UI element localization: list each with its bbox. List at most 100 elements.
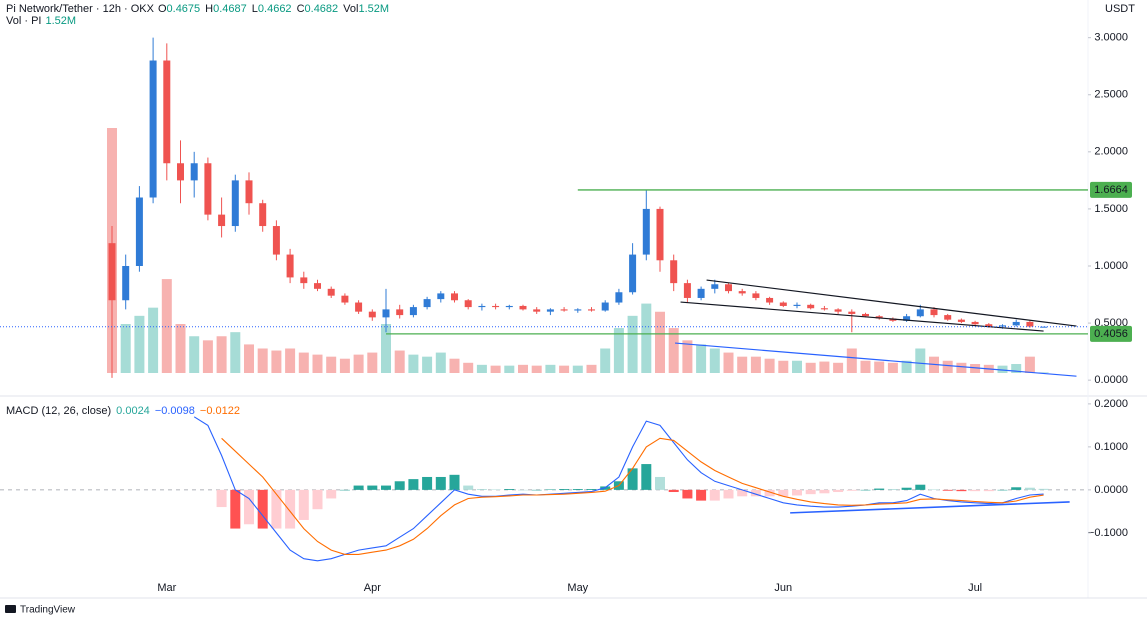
candle-body — [272, 226, 280, 255]
histogram-bar — [298, 489, 309, 520]
candle-body — [368, 311, 376, 318]
candle-body — [738, 291, 746, 294]
ohlc-label: C — [297, 3, 305, 15]
candle-body — [588, 309, 595, 311]
histogram-bar — [545, 489, 556, 490]
histogram-bar — [339, 489, 350, 491]
histogram-bar — [997, 489, 1008, 491]
candle-body — [711, 284, 719, 289]
histogram-bar — [929, 489, 939, 490]
histogram-bar — [518, 489, 528, 491]
trend-line — [706, 279, 1077, 327]
volume-bar — [586, 364, 597, 373]
histogram-bar — [244, 489, 254, 525]
candle-body — [848, 311, 856, 314]
level-label: 1.6664 — [1094, 184, 1128, 196]
volume-bar — [627, 315, 638, 373]
volume-bar — [298, 352, 309, 373]
volume-bar — [148, 307, 159, 373]
candle-body — [1012, 321, 1020, 326]
histogram-bar — [956, 489, 967, 492]
histogram-bar — [860, 489, 871, 491]
volume-bar — [833, 362, 844, 373]
candle-body — [903, 316, 911, 321]
volume-bar — [792, 360, 802, 373]
candle-body — [642, 208, 650, 255]
price-pane — [0, 37, 1088, 378]
candle-body — [930, 309, 938, 316]
macd-title: MACD (12, 26, close) — [6, 405, 111, 417]
candle-body — [916, 309, 924, 317]
histogram-bar — [476, 489, 487, 490]
histogram-bar — [408, 479, 419, 490]
histogram-bar — [504, 489, 515, 490]
candle-body — [437, 293, 445, 300]
candle-body — [601, 302, 609, 311]
candle-body — [492, 305, 500, 308]
candle-body — [218, 214, 226, 227]
ohlc-value: 0.4687 — [213, 3, 247, 15]
candle-body — [341, 295, 349, 303]
histogram-bar — [326, 489, 337, 499]
candle-body — [779, 302, 787, 306]
candle-body — [505, 305, 513, 308]
candle-body — [122, 265, 130, 301]
macd-pane — [0, 416, 1088, 562]
volume-bar — [161, 279, 172, 373]
candle-body — [766, 297, 774, 303]
candle-body — [971, 321, 979, 325]
volume-bar — [559, 365, 570, 373]
candle-body — [670, 260, 678, 284]
trend-line — [675, 342, 1077, 377]
volume-bar — [874, 361, 885, 373]
candle-body — [355, 302, 363, 312]
candle-body — [409, 307, 417, 316]
x-tick-label: Mar — [157, 582, 176, 594]
brand-name: TradingView — [20, 605, 76, 616]
candle-body — [546, 309, 554, 312]
trend-line — [790, 501, 1070, 514]
x-tick-label: May — [567, 582, 588, 594]
histogram-bar — [490, 489, 501, 490]
ohlc-label: Vol — [343, 3, 358, 15]
volume-bar — [942, 360, 953, 373]
candle-body — [615, 292, 623, 303]
volume-bar — [805, 362, 816, 373]
volume-bar — [778, 360, 789, 373]
candle-body — [889, 318, 897, 321]
volume-bar — [285, 348, 296, 373]
candle-body — [259, 203, 267, 227]
ohlc-value: 0.4675 — [167, 3, 201, 15]
candle-body — [423, 299, 431, 308]
volume-bar — [600, 348, 611, 373]
candle-body — [725, 284, 732, 292]
volume-bar — [175, 324, 186, 373]
candle-body — [478, 305, 486, 308]
histogram-bar — [901, 487, 912, 490]
volume-bar — [655, 311, 665, 373]
y-tick-label: 0.0000 — [1094, 374, 1128, 386]
histogram-bar — [271, 489, 282, 529]
x-tick-label: Jun — [774, 582, 792, 594]
histogram-bar — [367, 485, 378, 490]
candle-body — [957, 319, 965, 322]
candle-body — [382, 309, 390, 318]
histogram-bar — [641, 464, 652, 490]
volume-bar — [120, 324, 131, 373]
volume-bar — [1024, 356, 1035, 373]
histogram-bar — [970, 489, 981, 492]
candle-body — [327, 288, 335, 296]
volume-bar — [422, 356, 433, 373]
histogram-bar — [805, 489, 816, 495]
volume-bar — [504, 365, 515, 373]
brand[interactable]: TradingView — [5, 605, 76, 616]
x-tick-label: Apr — [364, 582, 381, 594]
volume-bar — [572, 365, 583, 373]
volume-bar — [353, 354, 364, 373]
histogram-bar — [285, 489, 296, 529]
candle-body — [177, 163, 184, 181]
volume-bar — [381, 324, 391, 373]
volume-bar — [531, 365, 542, 373]
trend-line — [680, 301, 1044, 332]
